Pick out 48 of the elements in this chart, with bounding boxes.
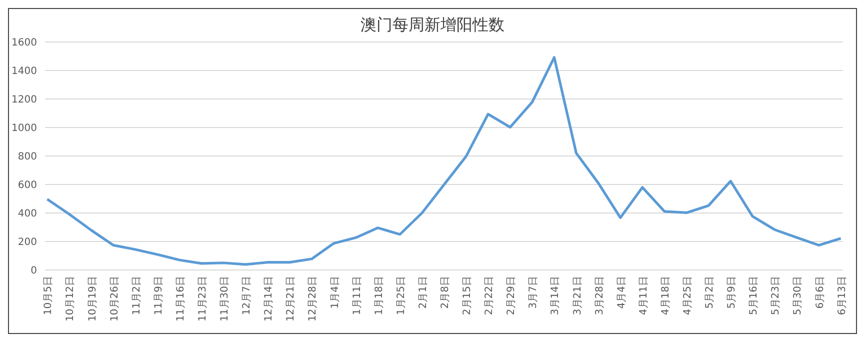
x-tick-label: 10月12日 xyxy=(65,276,76,322)
x-tick-label: 4月25日 xyxy=(682,276,694,316)
chart-title: 澳门每周新增阳性数 xyxy=(360,15,504,34)
y-tick-label: 1600 xyxy=(12,38,37,48)
x-tick-label: 3月21日 xyxy=(572,276,584,316)
x-tick-label: 1月18日 xyxy=(374,276,385,316)
x-tick-label: 6月13日 xyxy=(836,276,848,316)
x-tick-label: 4月4日 xyxy=(616,276,628,309)
x-tick-label: 12月7日 xyxy=(242,276,253,316)
x-tick-label: 3月7日 xyxy=(528,276,540,309)
x-tick-label: 4月11日 xyxy=(638,276,650,316)
x-tick-label: 11月16日 xyxy=(175,276,186,322)
x-tick-label: 5月2日 xyxy=(704,276,716,309)
x-tick-label: 3月28日 xyxy=(594,276,606,316)
x-tick-label: 12月14日 xyxy=(264,276,275,322)
x-tick-label: 12月21日 xyxy=(286,276,297,322)
y-tick-label: 800 xyxy=(18,152,37,162)
x-tick-label: 12月28日 xyxy=(308,276,319,322)
x-tick-label: 4月18日 xyxy=(660,276,672,316)
y-tick-label: 1000 xyxy=(12,123,37,134)
y-tick-label: 1200 xyxy=(12,94,37,106)
y-tick-label: 400 xyxy=(18,208,37,220)
x-tick-label: 2月29日 xyxy=(506,276,518,316)
x-tick-label: 6月6日 xyxy=(814,276,826,309)
x-tick-label: 5月16日 xyxy=(748,276,760,316)
x-tick-label: 11月9日 xyxy=(153,276,164,316)
x-tick-label: 2月1日 xyxy=(418,276,429,309)
x-tick-label: 10月5日 xyxy=(43,276,54,316)
x-tick-label: 11月23日 xyxy=(198,276,209,322)
x-tick-label: 2月8日 xyxy=(440,276,451,309)
y-tick-label: 1400 xyxy=(12,66,37,77)
x-tick-label: 1月25日 xyxy=(396,276,407,316)
line-series xyxy=(46,56,842,266)
x-tick-label: 11月30日 xyxy=(220,276,231,322)
y-tick-label: 600 xyxy=(18,180,37,191)
x-tick-label: 5月23日 xyxy=(770,276,782,316)
x-tick-label: 1月11日 xyxy=(352,276,363,316)
x-tick-label: 2月22日 xyxy=(484,276,496,316)
x-tick-label: 3月14日 xyxy=(550,276,562,316)
x-tick-label: 10月19日 xyxy=(87,276,98,322)
x-tick-label: 11月2日 xyxy=(131,276,142,316)
y-tick-label: 200 xyxy=(18,237,37,248)
x-tick-label: 2月15日 xyxy=(462,276,474,316)
x-tick-label: 5月9日 xyxy=(726,276,738,309)
x-tick-label: 5月30日 xyxy=(792,276,804,316)
x-tick-label: 10月26日 xyxy=(109,276,120,322)
y-tick-label: 0 xyxy=(30,266,37,276)
x-tick-label: 1月4日 xyxy=(330,276,341,309)
